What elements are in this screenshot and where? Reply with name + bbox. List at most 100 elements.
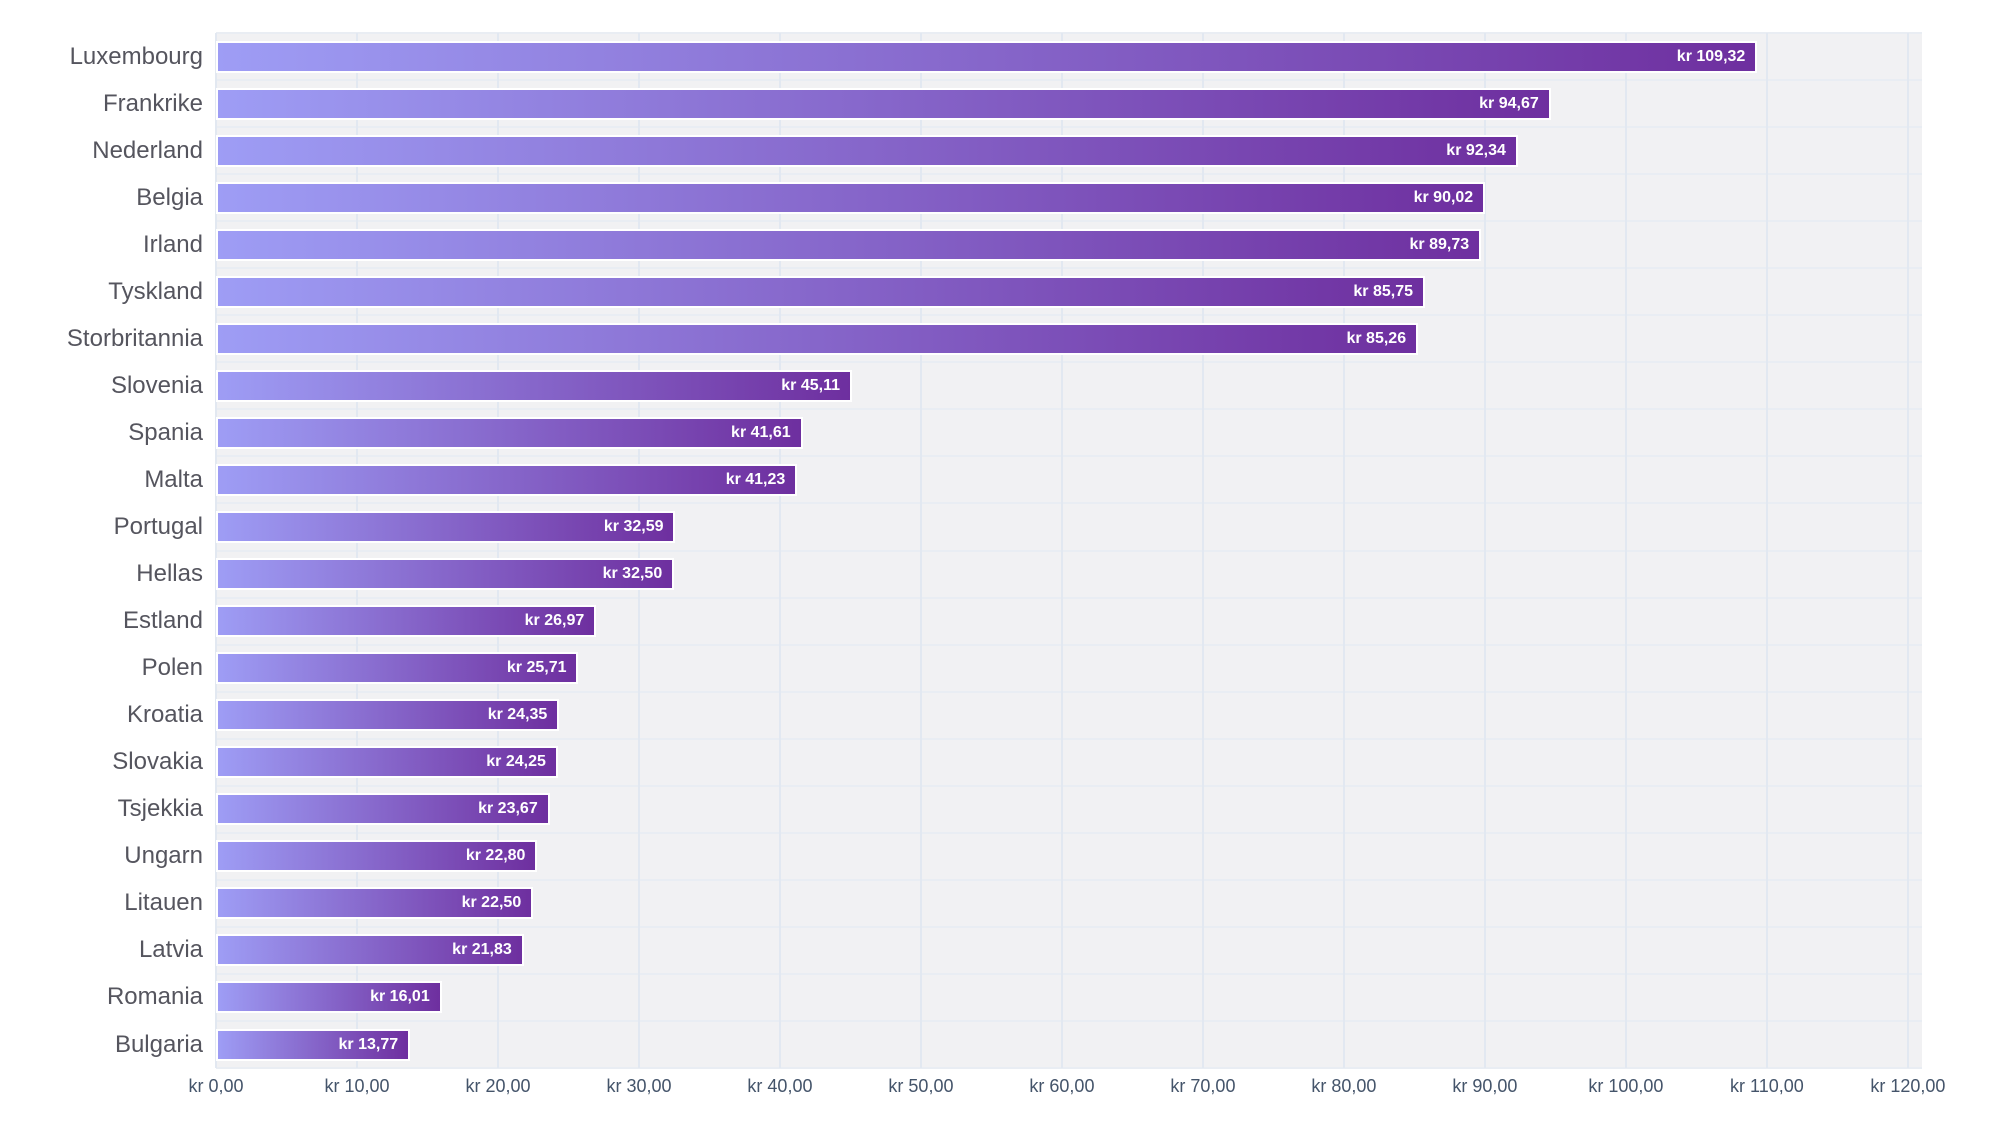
chart-row: Slovenia kr 45,11 <box>0 362 1922 409</box>
chart-row: Belgia kr 90,02 <box>0 174 1922 221</box>
chart-row: Estland kr 26,97 <box>0 598 1922 645</box>
bar-value-label: kr 94,67 <box>1479 94 1539 112</box>
bar-track: kr 24,25 <box>216 739 1922 786</box>
bar-value-label: kr 21,83 <box>452 941 512 959</box>
bar: kr 24,35 <box>216 699 560 732</box>
bar: kr 25,71 <box>216 652 579 685</box>
bar-track: kr 16,01 <box>216 974 1922 1021</box>
chart-row: Latvia kr 21,83 <box>0 927 1922 974</box>
vertical-gridline <box>1624 33 1627 1068</box>
category-label: Latvia <box>138 936 203 964</box>
horizontal-gridline <box>216 220 1922 223</box>
x-axis-tick-label: kr 110,00 <box>1730 1076 1804 1096</box>
x-axis-tick-label: kr 30,00 <box>606 1076 672 1096</box>
category-label: Belgia <box>136 183 203 211</box>
bar-value-label: kr 41,23 <box>725 470 786 488</box>
bar-track: kr 94,67 <box>216 80 1922 127</box>
bar: kr 22,50 <box>216 887 534 920</box>
bar-track: kr 85,75 <box>216 268 1922 315</box>
category-label: Nederland <box>92 136 203 164</box>
bar-track: kr 109,32 <box>216 33 1922 80</box>
vertical-gridline <box>1060 33 1063 1068</box>
vertical-gridline <box>1483 33 1486 1068</box>
category-label: Tyskland <box>108 277 203 305</box>
horizontal-gridline <box>216 79 1922 82</box>
x-axis-tick-label: kr 50,00 <box>888 1076 954 1096</box>
bar-value-label: kr 26,97 <box>524 612 585 630</box>
horizontal-gridline <box>216 267 1922 270</box>
bar: kr 90,02 <box>216 181 1486 214</box>
category-label: Spania <box>128 418 203 446</box>
bar-track: kr 90,02 <box>216 174 1922 221</box>
horizontal-gridline <box>216 502 1922 505</box>
bar: kr 24,25 <box>216 746 558 779</box>
bar-track: kr 25,71 <box>216 645 1922 692</box>
bar-track: kr 85,26 <box>216 315 1922 362</box>
bar: kr 45,11 <box>216 369 852 402</box>
horizontal-gridline <box>216 173 1922 176</box>
horizontal-gridline <box>216 1067 1922 1069</box>
horizontal-gridline <box>216 972 1922 975</box>
bar: kr 41,23 <box>216 463 798 496</box>
horizontal-gridline <box>216 361 1922 364</box>
category-label: Hellas <box>136 560 203 588</box>
x-axis-tick-label: kr 60,00 <box>1029 1076 1095 1096</box>
bar-value-label: kr 22,50 <box>461 894 522 912</box>
bar-track: kr 21,83 <box>216 927 1922 974</box>
chart-row: Polen kr 25,71 <box>0 645 1922 692</box>
chart-row: Litauen kr 22,50 <box>0 880 1922 927</box>
bar: kr 32,50 <box>216 558 675 591</box>
category-label: Slovakia <box>112 748 203 776</box>
category-label: Kroatia <box>126 701 203 729</box>
x-axis-tick-label: kr 0,00 <box>188 1076 244 1096</box>
bar: kr 26,97 <box>216 605 597 638</box>
bar: kr 23,67 <box>216 793 550 826</box>
chart-rows: Luxembourg kr 109,32 Frankrike kr 94,67 Nede… <box>0 33 1922 1068</box>
category-label: Malta <box>144 465 203 493</box>
bar: kr 13,77 <box>216 1028 411 1061</box>
x-axis-tick-label: kr 90,00 <box>1452 1076 1518 1096</box>
category-label: Polen <box>141 654 203 682</box>
x-axis-tick-label: kr 120,00 <box>1870 1076 1946 1096</box>
bar: kr 22,80 <box>216 840 538 873</box>
bar-value-label: kr 32,59 <box>603 517 664 535</box>
vertical-gridline <box>1906 33 1909 1068</box>
category-label: Storbritannia <box>66 324 203 352</box>
chart-row: Luxembourg kr 109,32 <box>0 33 1922 80</box>
chart-row: Tyskland kr 85,75 <box>0 268 1922 315</box>
bar-value-label: kr 32,50 <box>602 565 663 583</box>
chart-row: Romania kr 16,01 <box>0 974 1922 1021</box>
bar-value-label: kr 41,61 <box>731 423 791 441</box>
bar-value-label: kr 24,25 <box>486 753 546 771</box>
bar: kr 32,59 <box>216 510 676 543</box>
chart-row: Kroatia kr 24,35 <box>0 692 1922 739</box>
horizontal-gridline <box>216 408 1922 411</box>
category-label: Slovenia <box>110 371 203 399</box>
bar-value-label: kr 45,11 <box>781 376 840 394</box>
category-label: Bulgaria <box>114 1030 203 1058</box>
bar-value-label: kr 16,01 <box>370 988 430 1006</box>
bar: kr 41,61 <box>216 416 803 449</box>
bar: kr 94,67 <box>216 87 1551 120</box>
vertical-gridline <box>1765 33 1768 1068</box>
bar-track: kr 45,11 <box>216 362 1922 409</box>
vertical-gridline <box>778 33 781 1068</box>
bar-value-label: kr 85,75 <box>1353 282 1413 300</box>
bar-track: kr 26,97 <box>216 598 1922 645</box>
bar-track: kr 13,77 <box>216 1021 1922 1068</box>
horizontal-gridline <box>216 455 1922 458</box>
bar-value-label: kr 23,67 <box>478 800 538 818</box>
bar: kr 16,01 <box>216 981 442 1014</box>
bar: kr 92,34 <box>216 134 1518 167</box>
category-label: Estland <box>122 607 203 635</box>
bar-value-label: kr 24,35 <box>487 706 548 724</box>
bar: kr 85,26 <box>216 322 1419 355</box>
vertical-gridline <box>919 33 922 1068</box>
x-axis-tick-label: kr 80,00 <box>1311 1076 1377 1096</box>
x-axis-tick-label: kr 20,00 <box>465 1076 531 1096</box>
bar-track: kr 24,35 <box>216 692 1922 739</box>
category-label: Irland <box>142 230 203 258</box>
horizontal-gridline <box>216 878 1922 881</box>
bar-track: kr 32,59 <box>216 503 1922 550</box>
x-axis-tick-label: kr 70,00 <box>1170 1076 1236 1096</box>
